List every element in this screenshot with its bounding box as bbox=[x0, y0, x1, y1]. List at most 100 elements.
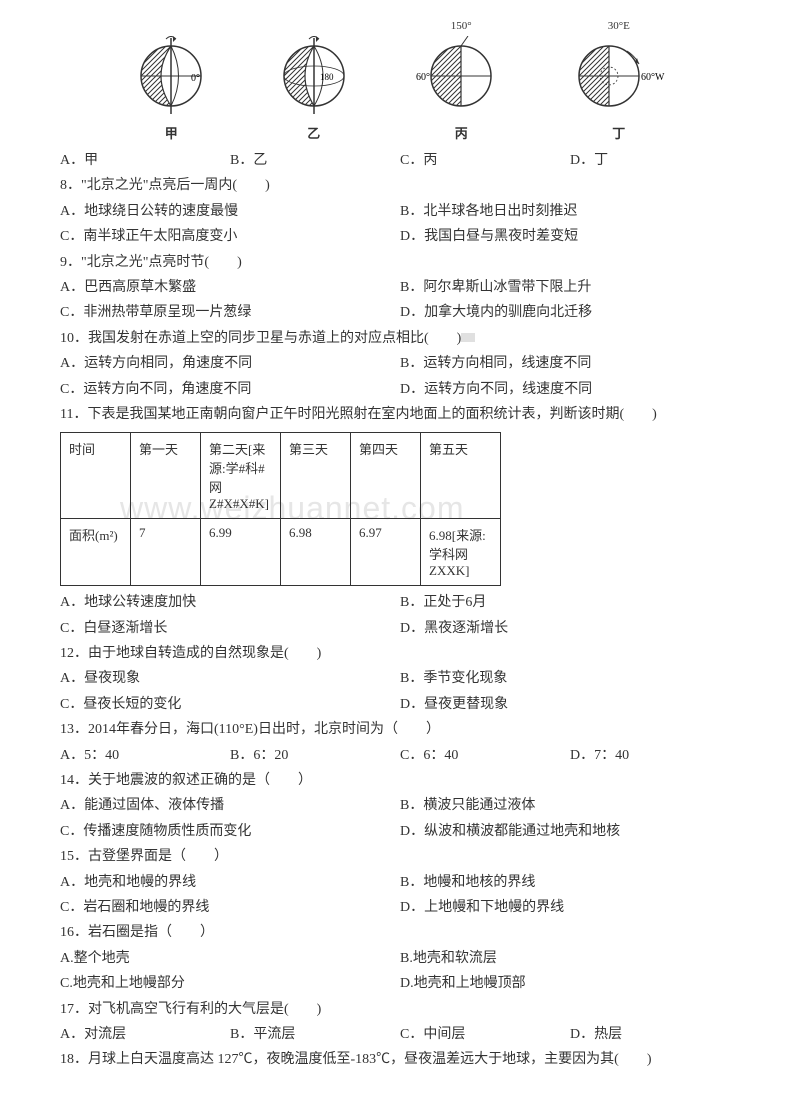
globe-ding-top: 30°E bbox=[608, 20, 630, 34]
q14-b: B．横波只能通过液体 bbox=[400, 795, 740, 817]
q14-c: C．传播速度随物质性质而变化 bbox=[60, 821, 400, 843]
cell: 第二天[来源:学#科#网Z#X#X#K] bbox=[201, 433, 281, 519]
q10-opts-1: A．运转方向相同，角速度不同 B．运转方向相同，线速度不同 bbox=[60, 353, 740, 375]
q9-opts-1: A．巴西高原草木繁盛 B．阿尔卑斯山冰雪带下限上升 bbox=[60, 277, 740, 299]
globe-diagrams-row: 0° 甲 bbox=[60, 20, 740, 142]
globe-jia-svg: 0° bbox=[131, 36, 211, 116]
document-body: 0° 甲 bbox=[60, 20, 740, 1072]
cell: 6.99 bbox=[201, 519, 281, 586]
q11-stem: 11．下表是我国某地正南朝向窗户正午时阳光照射在室内地面上的面积统计表，判断该时… bbox=[60, 404, 740, 426]
globe-bing: 150° 60° bbox=[416, 20, 506, 142]
q8-opts-2: C．南半球正午太阳高度变小 D．我国白昼与黑夜时差变短 bbox=[60, 226, 740, 248]
opt-c: C．丙 bbox=[400, 150, 570, 172]
globe-ding: 30°E bbox=[569, 20, 669, 142]
cell: 第五天 bbox=[421, 433, 501, 519]
svg-text:0°: 0° bbox=[191, 73, 200, 84]
q15-c: C．岩石圈和地幔的界线 bbox=[60, 897, 400, 919]
globe-jia-label: 甲 bbox=[165, 123, 178, 142]
q12-opts-1: A．昼夜现象 B．季节变化现象 bbox=[60, 668, 740, 690]
svg-text:180: 180 bbox=[320, 72, 334, 82]
q16-stem: 16．岩石圈是指（ ） bbox=[60, 922, 740, 944]
cell: 第三天 bbox=[281, 433, 351, 519]
table-row: 时间 第一天 第二天[来源:学#科#网Z#X#X#K] 第三天 第四天 第五天 bbox=[61, 433, 501, 519]
q9-opts-2: C．非洲热带草原呈现一片葱绿 D．加拿大境内的驯鹿向北迁移 bbox=[60, 302, 740, 324]
q11-opts-2: C．白昼逐渐增长 D．黑夜逐渐增长 bbox=[60, 618, 740, 640]
q9-a: A．巴西高原草木繁盛 bbox=[60, 277, 400, 299]
q17-c: C．中间层 bbox=[400, 1024, 570, 1046]
table-row: 面积(m²) 7 6.99 6.98 6.97 6.98[来源:学科网ZXXK] bbox=[61, 519, 501, 586]
q13-b: B．6：20 bbox=[230, 745, 400, 767]
cell: 第一天 bbox=[131, 433, 201, 519]
q16-opts-2: C.地壳和上地幔部分 D.地壳和上地幔顶部 bbox=[60, 973, 740, 995]
q10-stem: 10．我国发射在赤道上空的同步卫星与赤道上的对应点相比( ) bbox=[60, 328, 740, 350]
q12-c: C．昼夜长短的变化 bbox=[60, 694, 400, 716]
q10-d: D．运转方向不同，线速度不同 bbox=[400, 379, 740, 401]
globe-jia: 0° 甲 bbox=[131, 20, 211, 142]
q14-a: A．能通过固体、液体传播 bbox=[60, 795, 400, 817]
smear-icon bbox=[461, 333, 475, 342]
cell: 6.98 bbox=[281, 519, 351, 586]
q10-opts-2: C．运转方向不同，角速度不同 D．运转方向不同，线速度不同 bbox=[60, 379, 740, 401]
q10-c: C．运转方向不同，角速度不同 bbox=[60, 379, 400, 401]
q15-opts-2: C．岩石圈和地幔的界线 D．上地幔和下地幔的界线 bbox=[60, 897, 740, 919]
cell: 6.97 bbox=[351, 519, 421, 586]
q12-stem: 12．由于地球自转造成的自然现象是( ) bbox=[60, 643, 740, 665]
q16-opts-1: A.整个地壳 B.地壳和软流层 bbox=[60, 948, 740, 970]
q18-stem: 18．月球上白天温度高达 127℃，夜晚温度低至-183℃，昼夜温差远大于地球，… bbox=[60, 1049, 740, 1071]
q10-stem-text: 10．我国发射在赤道上空的同步卫星与赤道上的对应点相比( ) bbox=[60, 331, 461, 346]
q16-b: B.地壳和软流层 bbox=[400, 948, 740, 970]
q11-c: C．白昼逐渐增长 bbox=[60, 618, 400, 640]
q9-stem: 9．"北京之光"点亮时节( ) bbox=[60, 252, 740, 274]
q9-b: B．阿尔卑斯山冰雪带下限上升 bbox=[400, 277, 740, 299]
globe-yi-svg: 180 bbox=[274, 36, 354, 116]
opt-b: B．乙 bbox=[230, 150, 400, 172]
q14-stem: 14．关于地震波的叙述正确的是（ ） bbox=[60, 770, 740, 792]
q17-opts: A．对流层 B．平流层 C．中间层 D．热层 bbox=[60, 1024, 740, 1046]
q17-d: D．热层 bbox=[570, 1024, 740, 1046]
globe-ding-svg: 60°W bbox=[569, 36, 669, 116]
q12-b: B．季节变化现象 bbox=[400, 668, 740, 690]
q10-a: A．运转方向相同，角速度不同 bbox=[60, 353, 400, 375]
q11-a: A．地球公转速度加快 bbox=[60, 592, 400, 614]
q8-d: D．我国白昼与黑夜时差变短 bbox=[400, 226, 740, 248]
cell: 时间 bbox=[61, 433, 131, 519]
q12-a: A．昼夜现象 bbox=[60, 668, 400, 690]
q13-c: C．6：40 bbox=[400, 745, 570, 767]
q13-a: A．5：40 bbox=[60, 745, 230, 767]
q13-stem: 13．2014年春分日，海口(110°E)日出时，北京时间为（ ） bbox=[60, 719, 740, 741]
q13-d: D．7：40 bbox=[570, 745, 740, 767]
q11-d: D．黑夜逐渐增长 bbox=[400, 618, 740, 640]
q9-c: C．非洲热带草原呈现一片葱绿 bbox=[60, 302, 400, 324]
q10-b: B．运转方向相同，线速度不同 bbox=[400, 353, 740, 375]
q14-opts-1: A．能通过固体、液体传播 B．横波只能通过液体 bbox=[60, 795, 740, 817]
q11-b: B．正处于6月 bbox=[400, 592, 740, 614]
q15-stem: 15．古登堡界面是（ ） bbox=[60, 846, 740, 868]
q17-stem: 17．对飞机高空飞行有利的大气层是( ) bbox=[60, 999, 740, 1021]
q8-opts-1: A．地球绕日公转的速度最慢 B．北半球各地日出时刻推迟 bbox=[60, 201, 740, 223]
cell: 6.98[来源:学科网ZXXK] bbox=[421, 519, 501, 586]
q12-d: D．昼夜更替现象 bbox=[400, 694, 740, 716]
q8-a: A．地球绕日公转的速度最慢 bbox=[60, 201, 400, 223]
q17-b: B．平流层 bbox=[230, 1024, 400, 1046]
globe-yi-label: 乙 bbox=[307, 123, 320, 142]
q17-a: A．对流层 bbox=[60, 1024, 230, 1046]
q9-d: D．加拿大境内的驯鹿向北迁移 bbox=[400, 302, 740, 324]
cell: 面积(m²) bbox=[61, 519, 131, 586]
q12-opts-2: C．昼夜长短的变化 D．昼夜更替现象 bbox=[60, 694, 740, 716]
q14-d: D．纵波和横波都能通过地壳和地核 bbox=[400, 821, 740, 843]
globe-bing-top: 150° bbox=[451, 20, 472, 34]
q15-opts-1: A．地壳和地幔的界线 B．地幔和地核的界线 bbox=[60, 872, 740, 894]
cell: 第四天 bbox=[351, 433, 421, 519]
q16-a: A.整个地壳 bbox=[60, 948, 400, 970]
q11-table: 时间 第一天 第二天[来源:学#科#网Z#X#X#K] 第三天 第四天 第五天 … bbox=[60, 432, 501, 586]
q16-c: C.地壳和上地幔部分 bbox=[60, 973, 400, 995]
cell: 7 bbox=[131, 519, 201, 586]
globe-options: A．甲 B．乙 C．丙 D．丁 bbox=[60, 150, 740, 172]
globe-yi: 180 乙 bbox=[274, 20, 354, 142]
q15-a: A．地壳和地幔的界线 bbox=[60, 872, 400, 894]
q8-c: C．南半球正午太阳高度变小 bbox=[60, 226, 400, 248]
q15-d: D．上地幔和下地幔的界线 bbox=[400, 897, 740, 919]
q8-b: B．北半球各地日出时刻推迟 bbox=[400, 201, 740, 223]
q8-stem: 8．"北京之光"点亮后一周内( ) bbox=[60, 175, 740, 197]
opt-a: A．甲 bbox=[60, 150, 230, 172]
